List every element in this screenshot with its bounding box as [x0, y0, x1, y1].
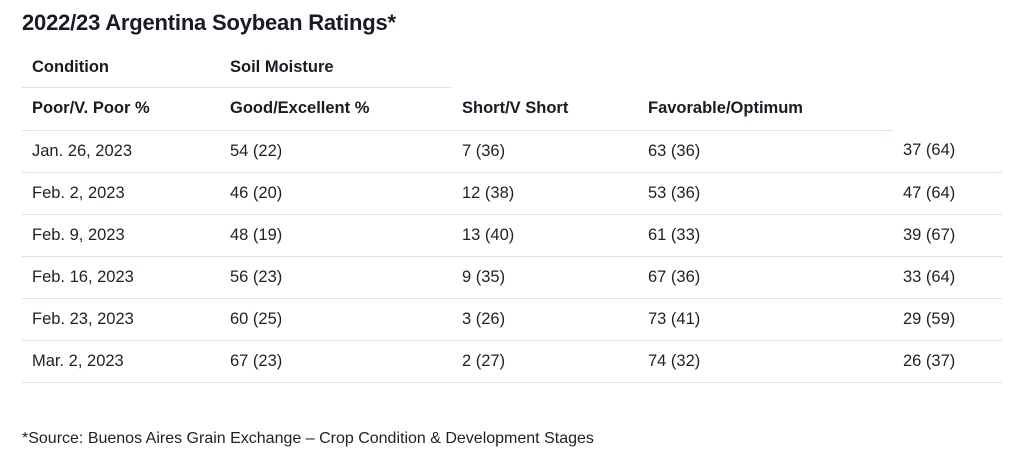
table-row: Jan. 26, 2023 54 (22) 7 (36) 63 (36) 37 … — [22, 130, 1002, 173]
value-cell: 46 (20) — [220, 172, 452, 215]
source-footnote: *Source: Buenos Aires Grain Exchange – C… — [22, 429, 594, 447]
column-header-good-excellent: Good/Excellent % — [220, 87, 452, 131]
value-cell: 33 (64) — [893, 256, 1002, 299]
value-cell: 29 (59) — [893, 298, 1002, 341]
value-cell: 12 (38) — [452, 172, 638, 215]
value-cell: 53 (36) — [638, 172, 893, 215]
date-cell: Feb. 2, 2023 — [22, 172, 220, 215]
ratings-table: Condition Soil Moisture Poor/V. Poor % G… — [22, 49, 1002, 383]
value-cell: 60 (25) — [220, 298, 452, 341]
date-cell: Jan. 26, 2023 — [22, 130, 220, 173]
value-cell: 39 (67) — [893, 214, 1002, 257]
value-cell: 74 (32) — [638, 340, 893, 383]
value-cell: 67 (36) — [638, 256, 893, 299]
value-cell: 37 (64) — [893, 130, 1002, 173]
column-header-row: Poor/V. Poor % Good/Excellent % Short/V … — [22, 87, 1002, 131]
group-header-soil-moisture: Soil Moisture — [220, 49, 452, 88]
value-cell: 7 (36) — [452, 130, 638, 173]
table-row: Feb. 9, 2023 48 (19) 13 (40) 61 (33) 39 … — [22, 214, 1002, 257]
group-header-condition: Condition — [22, 49, 220, 88]
value-cell: 61 (33) — [638, 214, 893, 257]
group-header-row: Condition Soil Moisture — [22, 49, 1002, 88]
group-header-spacer — [452, 49, 638, 87]
table-row: Mar. 2, 2023 67 (23) 2 (27) 74 (32) 26 (… — [22, 340, 1002, 383]
value-cell: 47 (64) — [893, 172, 1002, 215]
table-row: Feb. 23, 2023 60 (25) 3 (26) 73 (41) 29 … — [22, 298, 1002, 341]
date-cell: Feb. 9, 2023 — [22, 214, 220, 257]
table-row: Feb. 2, 2023 46 (20) 12 (38) 53 (36) 47 … — [22, 172, 1002, 215]
value-cell: 67 (23) — [220, 340, 452, 383]
date-cell: Feb. 23, 2023 — [22, 298, 220, 341]
value-cell: 2 (27) — [452, 340, 638, 383]
value-cell: 73 (41) — [638, 298, 893, 341]
date-cell: Feb. 16, 2023 — [22, 256, 220, 299]
page-title: 2022/23 Argentina Soybean Ratings* — [22, 10, 396, 35]
value-cell: 26 (37) — [893, 340, 1002, 383]
date-cell: Mar. 2, 2023 — [22, 340, 220, 383]
column-header-favorable-optimum: Favorable/Optimum — [638, 87, 893, 131]
value-cell: 56 (23) — [220, 256, 452, 299]
column-header-short-vshort: Short/V Short — [452, 87, 638, 131]
group-header-spacer — [638, 49, 893, 87]
value-cell: 13 (40) — [452, 214, 638, 257]
value-cell: 48 (19) — [220, 214, 452, 257]
table-row: Feb. 16, 2023 56 (23) 9 (35) 67 (36) 33 … — [22, 256, 1002, 299]
group-header-spacer — [893, 49, 1002, 87]
column-header-spacer — [893, 87, 1002, 130]
value-cell: 3 (26) — [452, 298, 638, 341]
value-cell: 63 (36) — [638, 130, 893, 173]
value-cell: 54 (22) — [220, 130, 452, 173]
column-header-poor-vpoor: Poor/V. Poor % — [22, 87, 220, 131]
value-cell: 9 (35) — [452, 256, 638, 299]
